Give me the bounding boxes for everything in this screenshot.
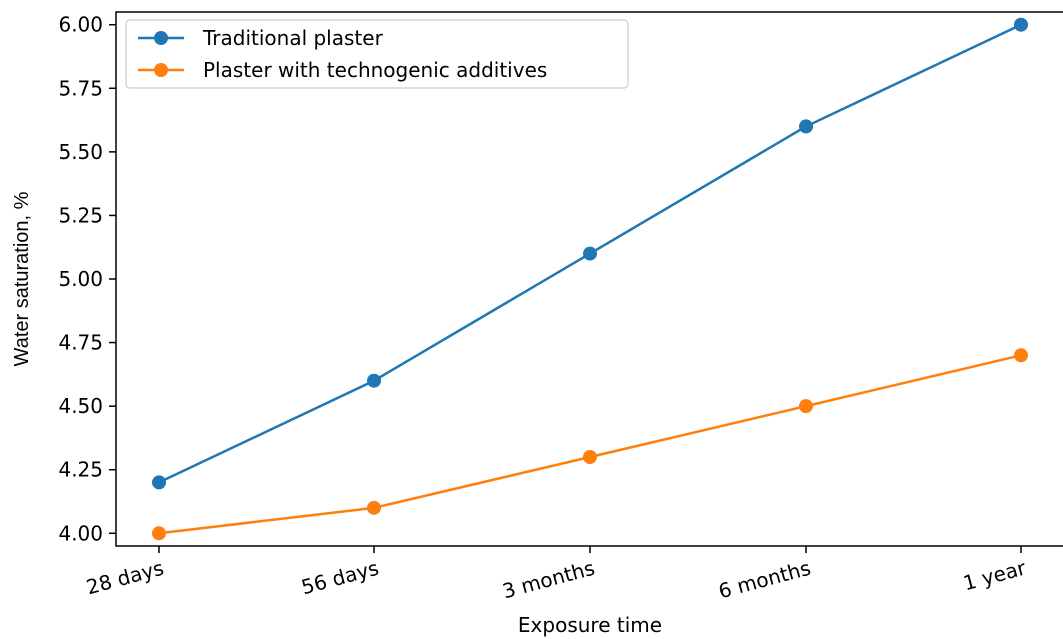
legend-entry: Traditional plaster xyxy=(138,26,384,50)
x-axis-title: Exposure time xyxy=(518,613,662,637)
data-point xyxy=(1014,17,1028,32)
x-tick-label: 6 months xyxy=(716,556,813,604)
data-point xyxy=(367,373,381,388)
plot-area xyxy=(115,11,1063,547)
series-line xyxy=(158,354,1022,535)
x-tick-label: 28 days xyxy=(84,556,167,600)
legend-entry: Plaster with technogenic additives xyxy=(138,58,547,82)
legend: Traditional plaster Plaster with technog… xyxy=(125,19,629,89)
plot-frame xyxy=(115,11,1063,547)
y-tick-label: 5.75 xyxy=(58,76,103,100)
y-tick-label: 4.00 xyxy=(58,521,103,545)
y-tick-label: 5.50 xyxy=(58,140,103,164)
data-point xyxy=(799,399,813,414)
series xyxy=(152,348,1028,541)
data-point xyxy=(799,119,813,134)
y-tick-label: 6.00 xyxy=(58,13,103,37)
x-axis: 28 days 56 days 3 months 6 months 1 year xyxy=(84,546,1029,603)
y-tick-label: 4.75 xyxy=(58,331,103,355)
x-tick-label: 3 months xyxy=(500,556,597,604)
series-layer xyxy=(152,17,1028,541)
data-point xyxy=(583,246,597,261)
x-tick-label: 1 year xyxy=(961,555,1029,595)
y-tick-label: 4.50 xyxy=(58,394,103,418)
y-tick-label: 5.25 xyxy=(58,203,103,227)
y-axis: 4.00 4.25 4.50 4.75 5.00 5.25 5.50 5.75 6.00 xyxy=(58,13,116,545)
data-point xyxy=(152,475,166,490)
x-tick-label: 56 days xyxy=(299,556,382,600)
legend-label: Plaster with technogenic additives xyxy=(203,58,547,82)
legend-marker-swatch xyxy=(154,63,168,77)
legend-label: Traditional plaster xyxy=(202,26,384,50)
legend-marker-swatch xyxy=(154,31,168,45)
y-axis-title: Water saturation, % xyxy=(11,191,33,366)
series xyxy=(152,17,1028,490)
y-tick-label: 4.25 xyxy=(58,458,103,482)
y-tick-label: 5.00 xyxy=(58,267,103,291)
data-point xyxy=(1014,348,1028,363)
data-point xyxy=(583,450,597,464)
data-point xyxy=(152,526,166,541)
data-point xyxy=(367,500,381,515)
legend-box xyxy=(125,19,629,89)
